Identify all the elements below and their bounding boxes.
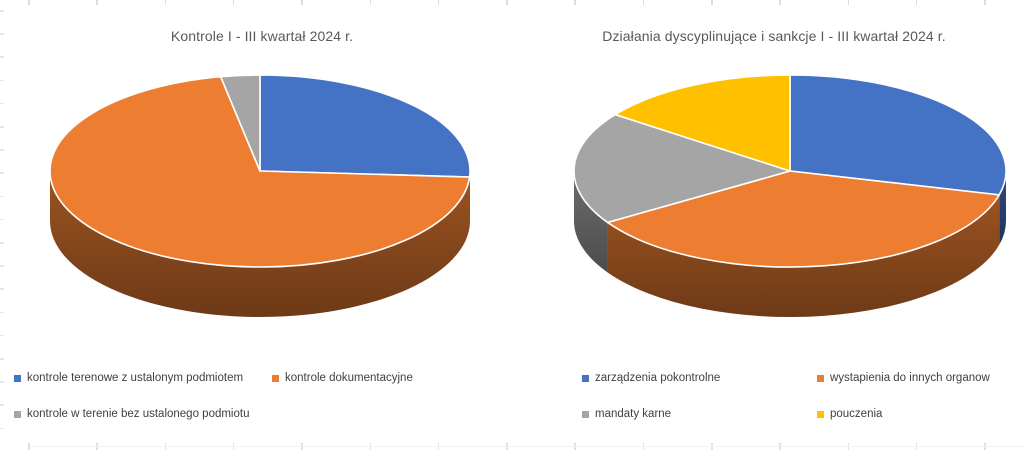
gridline-tick-left <box>0 404 4 406</box>
gridline-tick-left <box>0 265 4 267</box>
pie-side <box>574 171 608 273</box>
pie-side <box>999 171 1006 245</box>
pie-slice <box>259 74 471 178</box>
pie-3d-kontrole <box>49 74 471 317</box>
gridline-tick-left <box>0 358 4 360</box>
gridline-tick-left <box>0 288 4 290</box>
pie-chart-panel-sankcje: Działania dyscyplinujące i sankcje I - I… <box>512 0 1024 453</box>
gridline-tick-top <box>437 0 440 5</box>
gridline-tick-left <box>0 33 4 35</box>
gridline-tick-left <box>0 381 4 383</box>
pie-slice <box>614 74 791 172</box>
gridline-tick-left <box>0 10 4 12</box>
gridline-tick-left <box>0 56 4 58</box>
gridline-tick-left <box>0 195 4 198</box>
gridline-tick-top <box>779 0 781 5</box>
gridline-tick-left <box>0 172 4 174</box>
pie-side <box>607 194 1000 317</box>
gridline-tick-top <box>642 0 645 5</box>
gridline-tick-top <box>301 0 303 5</box>
gridline-tick-top <box>232 0 235 5</box>
gridline-tick-top <box>369 0 371 5</box>
gridline-tick-left <box>0 218 4 221</box>
pie-chart-panel-kontrole: Kontrole I - III kwartał 2024 r. kontrol… <box>14 28 471 420</box>
gridline-tick-left <box>0 126 4 128</box>
pie-slice <box>49 75 471 268</box>
gridline-tick-top <box>915 0 918 5</box>
gridline-tick-top <box>28 0 30 5</box>
gridline-tick-top <box>506 0 508 5</box>
gridline-tick-bottom <box>28 443 30 450</box>
gridline-tick-top <box>847 0 850 5</box>
gridline-tick-left <box>0 149 4 151</box>
pie-3d-sankcje <box>573 74 1007 317</box>
pie-slice <box>789 74 1007 196</box>
gridline-tick-top <box>96 0 98 5</box>
gridline-tick-left <box>0 79 4 82</box>
gridline-tick-left <box>0 242 4 244</box>
gridline-tick-top <box>164 0 167 5</box>
gridline-tick-top <box>984 0 986 5</box>
chart-title: Działania dyscyplinujące i sankcje I - I… <box>602 28 946 44</box>
pie-side <box>50 171 470 317</box>
gridline-tick-left <box>0 427 4 430</box>
gridline-tick-left <box>0 334 4 337</box>
gridline-tick-top <box>711 0 713 5</box>
gridline-tick-left <box>0 311 4 314</box>
gridline-tick-top <box>574 0 576 5</box>
pie-slice <box>219 74 261 172</box>
gridline-bottom-rule <box>30 446 1024 447</box>
chart-title: Kontrole I - III kwartał 2024 r. <box>170 28 354 44</box>
pie-slice <box>573 113 791 224</box>
gridline-tick-left <box>0 102 4 105</box>
